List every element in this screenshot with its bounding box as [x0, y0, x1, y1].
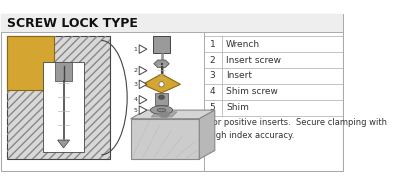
Bar	[7, 36, 110, 159]
Bar	[130, 119, 199, 159]
Polygon shape	[58, 140, 70, 148]
Text: 1: 1	[134, 47, 138, 52]
Polygon shape	[151, 112, 177, 117]
Text: For positive inserts.  Secure clamping with
high index accuracy.: For positive inserts. Secure clamping wi…	[208, 118, 387, 140]
Polygon shape	[139, 106, 147, 114]
Polygon shape	[158, 95, 165, 100]
Text: SCREW LOCK TYPE: SCREW LOCK TYPE	[7, 17, 138, 30]
Polygon shape	[139, 80, 147, 89]
Text: Insert screw: Insert screw	[226, 56, 281, 65]
Text: 2: 2	[210, 56, 216, 65]
Polygon shape	[158, 111, 170, 117]
Polygon shape	[143, 74, 180, 93]
Bar	[153, 36, 170, 53]
Ellipse shape	[157, 108, 166, 112]
Text: Shim screw: Shim screw	[226, 87, 278, 96]
Polygon shape	[139, 45, 147, 53]
Bar	[155, 93, 168, 105]
Text: 4: 4	[134, 97, 138, 102]
Circle shape	[159, 82, 164, 87]
Text: 4: 4	[210, 87, 216, 96]
Text: 5: 5	[134, 108, 138, 113]
Bar	[1, 14, 343, 32]
Polygon shape	[154, 60, 169, 68]
Bar	[43, 62, 84, 152]
Ellipse shape	[150, 106, 173, 114]
Text: Shim: Shim	[226, 103, 249, 112]
Polygon shape	[130, 110, 215, 119]
Bar	[7, 36, 54, 90]
Bar	[7, 36, 110, 159]
Text: Insert: Insert	[226, 71, 252, 80]
Text: 5: 5	[210, 103, 216, 112]
Text: 3: 3	[210, 71, 216, 80]
Text: 3: 3	[134, 82, 138, 87]
Text: Wrench: Wrench	[226, 40, 260, 49]
Text: 2: 2	[134, 68, 138, 73]
Polygon shape	[139, 66, 147, 75]
Polygon shape	[199, 110, 215, 159]
Bar	[55, 62, 72, 81]
Text: 1: 1	[210, 40, 216, 49]
Polygon shape	[139, 95, 147, 104]
